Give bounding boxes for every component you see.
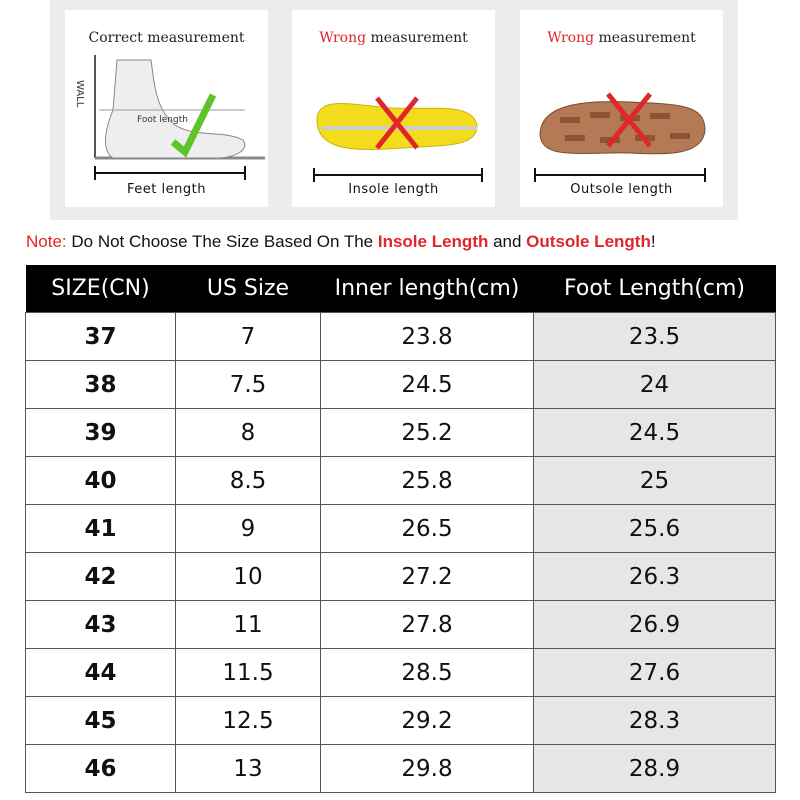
note-text: and xyxy=(488,232,527,251)
outsole-card: Wrong measurement Outsole length xyxy=(520,10,723,207)
insole-card: Wrong measurement Insole length xyxy=(292,10,495,207)
table-cell: 7 xyxy=(175,312,321,361)
table-body: 37 7 23.8 23.5 38 7.5 24.5 24 39 8 25.2 24.5 40 8.5 25… xyxy=(25,312,776,793)
table-cell: 24.5 xyxy=(320,360,534,409)
header-row: SIZE(CN) US Size Inner length(cm) Foot Leng… xyxy=(25,265,776,313)
table-row: 44 11.5 28.5 27.6 xyxy=(25,648,776,697)
table-cell: 28.9 xyxy=(533,744,776,793)
title-warning: Wrong xyxy=(547,30,595,46)
table-cell: 25 xyxy=(533,456,776,505)
table-cell: 25.2 xyxy=(320,408,534,457)
card-title: Correct measurement xyxy=(88,30,245,46)
header-cell: US Size xyxy=(175,265,321,313)
table-cell: 25.8 xyxy=(320,456,534,505)
note-label: Note: xyxy=(26,232,67,251)
table-cell: 45 xyxy=(25,696,176,745)
table-cell: 41 xyxy=(25,504,176,553)
header-cell: Inner length(cm) xyxy=(320,265,534,313)
table-cell: 29.8 xyxy=(320,744,534,793)
table-cell: 26.9 xyxy=(533,600,776,649)
card-label: Insole length xyxy=(348,182,439,197)
table-cell: 39 xyxy=(25,408,176,457)
insole-illustration xyxy=(313,96,483,182)
title-text: measurement xyxy=(598,30,696,46)
table-row: 37 7 23.8 23.5 xyxy=(25,312,776,361)
header-cell: Foot Length(cm) xyxy=(533,265,776,313)
note-text: Do Not Choose The Size Based On The xyxy=(66,232,378,251)
table-row: 41 9 26.5 25.6 xyxy=(25,504,776,553)
note-highlight: Insole Length xyxy=(377,232,489,251)
note: Note: Do Not Choose The Size Based On Th… xyxy=(26,232,656,252)
title-text: measurement xyxy=(370,30,468,46)
table-row: 40 8.5 25.8 25 xyxy=(25,456,776,505)
table-row: 39 8 25.2 24.5 xyxy=(25,408,776,457)
note-end: ! xyxy=(650,232,656,251)
table-cell: 25.6 xyxy=(533,504,776,553)
table-cell: 26.5 xyxy=(320,504,534,553)
table-cell: 26.3 xyxy=(533,552,776,601)
table-row: 46 13 29.8 28.9 xyxy=(25,744,776,793)
table-row: 42 10 27.2 26.3 xyxy=(25,552,776,601)
table-row: 43 11 27.8 26.9 xyxy=(25,600,776,649)
foot-illustration: WALL Foot length xyxy=(74,55,265,180)
table-cell: 29.2 xyxy=(320,696,534,745)
card-title: Wrong measurement xyxy=(292,30,495,46)
correct-card: WALL Foot length Correct measurement Fee… xyxy=(65,10,268,207)
table-cell: 38 xyxy=(25,360,176,409)
inner-label: Foot length xyxy=(137,115,188,125)
table-cell: 43 xyxy=(25,600,176,649)
table-cell: 27.2 xyxy=(320,552,534,601)
table-cell: 12.5 xyxy=(175,696,321,745)
card-label: Feet length xyxy=(127,182,206,197)
table-cell: 10 xyxy=(175,552,321,601)
table-cell: 23.8 xyxy=(320,312,534,361)
table-cell: 44 xyxy=(25,648,176,697)
table-row: 45 12.5 29.2 28.3 xyxy=(25,696,776,745)
table-cell: 11 xyxy=(175,600,321,649)
title-warning: Wrong xyxy=(319,30,367,46)
table-cell: 28.3 xyxy=(533,696,776,745)
wall-label: WALL xyxy=(74,80,85,108)
table-cell: 7.5 xyxy=(175,360,321,409)
table-cell: 27.8 xyxy=(320,600,534,649)
card-title: Wrong measurement xyxy=(520,30,723,46)
table-cell: 24 xyxy=(533,360,776,409)
table-cell: 13 xyxy=(175,744,321,793)
note-highlight: Outsole Length xyxy=(526,232,651,251)
table-cell: 42 xyxy=(25,552,176,601)
card-label: Outsole length xyxy=(570,182,673,197)
table-cell: 46 xyxy=(25,744,176,793)
outsole-illustration xyxy=(534,92,706,182)
table-cell: 11.5 xyxy=(175,648,321,697)
table-cell: 8 xyxy=(175,408,321,457)
header-cell: SIZE(CN) xyxy=(25,265,176,313)
table-cell: 8.5 xyxy=(175,456,321,505)
table-cell: 23.5 xyxy=(533,312,776,361)
table-cell: 28.5 xyxy=(320,648,534,697)
table-cell: 27.6 xyxy=(533,648,776,697)
table-cell: 40 xyxy=(25,456,176,505)
measurement-panel: WALL Foot length Correct measurement Fee… xyxy=(50,0,738,220)
table-cell: 37 xyxy=(25,312,176,361)
table-cell: 24.5 xyxy=(533,408,776,457)
table-row: 38 7.5 24.5 24 xyxy=(25,360,776,409)
table-cell: 9 xyxy=(175,504,321,553)
size-table: SIZE(CN) US Size Inner length(cm) Foot Leng… xyxy=(25,265,776,793)
